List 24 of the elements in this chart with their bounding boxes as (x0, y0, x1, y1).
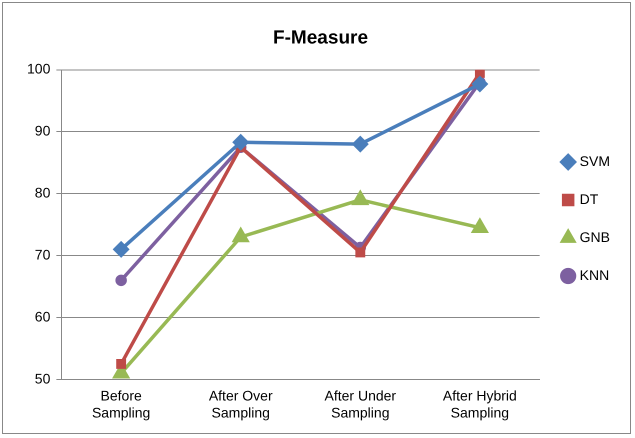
point (352, 136, 368, 152)
y-tick-label: 50 (34, 370, 51, 386)
y-tick-label: 80 (34, 184, 51, 200)
point (116, 358, 126, 369)
chart-title: F-Measure (272, 28, 368, 49)
y-tick-label: 70 (34, 246, 51, 262)
legend-label: DT (580, 190, 599, 207)
x-tick-label: After Over Sampling (208, 388, 273, 420)
point (113, 242, 129, 258)
x-tick-label: Before Sampling (92, 388, 150, 420)
point (115, 274, 127, 286)
y-tick-label: 90 (34, 122, 51, 139)
point (474, 70, 485, 78)
x-tick-label: After Hybrid Sampling (442, 388, 517, 420)
legend-label: SVM (580, 152, 610, 169)
x-tick-label: After Under Sampling (324, 388, 396, 420)
y-tick-label: 100 (27, 60, 51, 77)
y-tick-label: 60 (34, 308, 51, 324)
point (352, 191, 368, 206)
point (232, 134, 248, 150)
legend-label: GNB (580, 228, 610, 245)
legend-label: KNN (580, 266, 610, 283)
point (355, 248, 366, 258)
point (472, 76, 488, 92)
